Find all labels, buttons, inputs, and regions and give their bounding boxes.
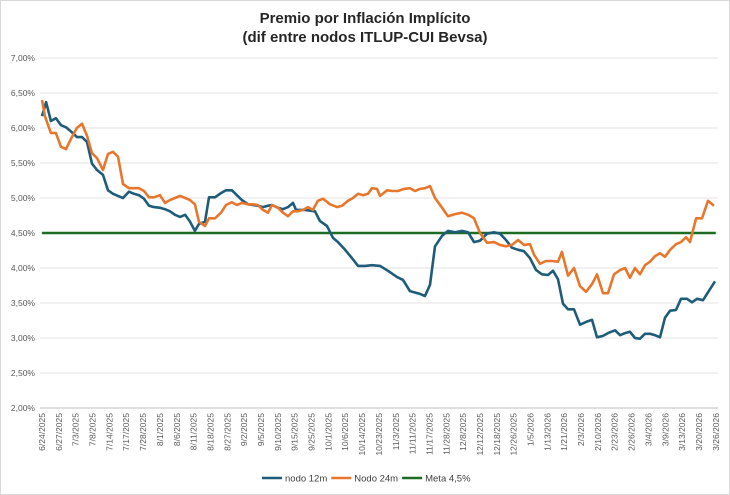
x-tick-label: 11/11/2025 bbox=[408, 413, 418, 455]
x-tick-label: 10/6/2025 bbox=[340, 413, 350, 451]
y-tick-label: 5,50% bbox=[11, 158, 36, 168]
chart-title-line-2: (dif entre nodos ITLUP-CUI Bevsa) bbox=[242, 29, 487, 46]
x-tick-label: 8/18/2025 bbox=[205, 413, 215, 451]
y-tick-label: 3,50% bbox=[11, 298, 36, 308]
x-tick-label: 9/15/2025 bbox=[290, 413, 300, 451]
y-tick-label: 5,00% bbox=[11, 193, 36, 203]
x-tick-label: 11/28/2025 bbox=[441, 413, 451, 455]
x-tick-label: 7/8/2025 bbox=[88, 413, 98, 446]
x-tick-label: 1/5/2026 bbox=[526, 413, 536, 446]
y-tick-label: 3,00% bbox=[11, 333, 36, 343]
x-tick-label: 1/21/2026 bbox=[559, 413, 569, 451]
x-tick-label: 7/28/2025 bbox=[138, 413, 148, 451]
x-tick-label: 3/20/2026 bbox=[694, 413, 704, 451]
x-tick-label: 6/24/2025 bbox=[37, 413, 47, 451]
x-tick-label: 11/3/2025 bbox=[391, 413, 401, 450]
x-tick-label: 11/17/2025 bbox=[424, 413, 434, 455]
x-tick-label: 3/4/2026 bbox=[643, 413, 653, 446]
x-tick-label: 12/26/2025 bbox=[509, 413, 519, 456]
y-tick-label: 4,00% bbox=[11, 263, 36, 273]
y-tick-label: 7,00% bbox=[11, 53, 36, 63]
x-tick-label: 9/5/2025 bbox=[256, 413, 266, 446]
x-tick-label: 7/14/2025 bbox=[104, 413, 114, 451]
y-tick-label: 2,00% bbox=[11, 403, 36, 413]
legend-label: Meta 4,5% bbox=[425, 474, 471, 485]
x-tick-label: 1/13/2026 bbox=[542, 413, 552, 451]
x-tick-label: 3/13/2026 bbox=[677, 413, 687, 451]
y-tick-label: 6,50% bbox=[11, 88, 36, 98]
x-tick-label: 10/1/2025 bbox=[323, 413, 333, 451]
x-tick-label: 9/2/2025 bbox=[239, 413, 249, 446]
x-tick-label: 2/10/2026 bbox=[593, 413, 603, 451]
x-tick-label: 8/6/2025 bbox=[172, 413, 182, 446]
legend-label: Nodo 24m bbox=[354, 474, 398, 485]
x-tick-label: 10/23/2025 bbox=[374, 413, 384, 456]
chart-title-line-1: Premio por Inflación Implícito bbox=[260, 10, 471, 27]
x-tick-label: 3/26/2026 bbox=[711, 413, 721, 451]
y-tick-label: 6,00% bbox=[11, 123, 36, 133]
x-tick-label: 2/23/2026 bbox=[610, 413, 620, 451]
legend-label: nodo 12m bbox=[285, 474, 327, 485]
x-tick-label: 12/8/2025 bbox=[458, 413, 468, 451]
x-tick-label: 10/14/2025 bbox=[357, 413, 367, 456]
x-tick-label: 3/9/2026 bbox=[660, 413, 670, 446]
y-tick-label: 2,50% bbox=[11, 368, 36, 378]
x-tick-label: 12/12/2025 bbox=[475, 413, 485, 456]
x-tick-label: 8/11/2025 bbox=[189, 413, 199, 450]
x-tick-label: 2/26/2026 bbox=[627, 413, 637, 451]
x-tick-label: 7/17/2025 bbox=[121, 413, 131, 451]
series-line-nodo-12m bbox=[40, 100, 717, 340]
x-tick-label: 9/10/2025 bbox=[273, 413, 283, 451]
x-tick-label: 9/25/2025 bbox=[307, 413, 317, 451]
x-tick-label: 7/3/2025 bbox=[71, 413, 81, 446]
x-tick-label: 12/18/2025 bbox=[492, 413, 502, 456]
x-tick-label: 8/27/2025 bbox=[222, 413, 232, 451]
x-tick-label: 6/27/2025 bbox=[54, 413, 64, 451]
x-tick-label: 8/1/2025 bbox=[155, 413, 165, 446]
y-tick-label: 4,50% bbox=[11, 228, 36, 238]
series-line-nodo-24m bbox=[40, 99, 715, 295]
x-tick-label: 2/3/2026 bbox=[576, 413, 586, 446]
